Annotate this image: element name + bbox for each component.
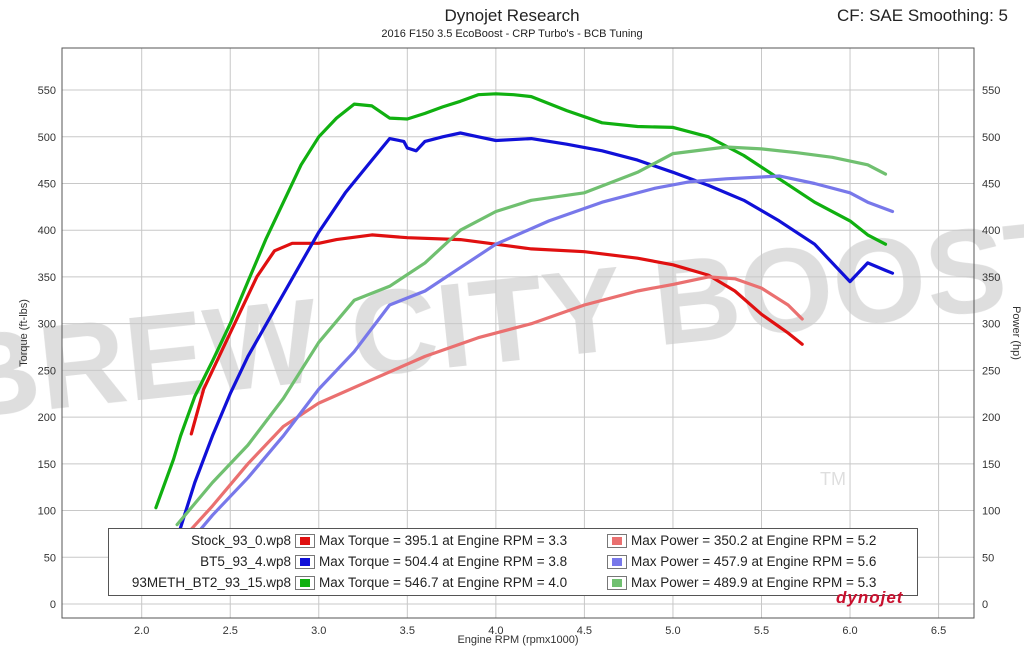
x-tick-label: 4.5: [577, 625, 592, 637]
y-right-tick-label: 200: [982, 412, 1000, 424]
legend-power-swatch: [607, 555, 627, 569]
y-left-tick-label: 250: [38, 365, 56, 377]
x-tick-label: 2.0: [134, 625, 149, 637]
y-left-tick-label: 300: [38, 319, 56, 331]
y-left-tick-label: 500: [38, 132, 56, 144]
legend-row: Stock_93_0.wp8 Max Torque = 395.1 at Engi…: [109, 531, 917, 551]
legend-run-name: 93METH_BT2_93_15.wp8: [131, 575, 291, 590]
y-right-tick-label: 400: [982, 225, 1000, 237]
y-right-tick-label: 250: [982, 365, 1000, 377]
y-left-tick-label: 400: [38, 225, 56, 237]
legend-power-swatch: [607, 576, 627, 590]
legend-power-text: Max Power = 457.9 at Engine RPM = 5.6: [631, 554, 877, 569]
y-axis-left-label: Torque (ft-lbs): [18, 299, 30, 367]
legend-run-name: Stock_93_0.wp8: [191, 533, 291, 548]
x-tick-label: 3.0: [311, 625, 326, 637]
x-tick-label: 6.5: [931, 625, 946, 637]
y-right-tick-label: 500: [982, 132, 1000, 144]
legend-row: 93METH_BT2_93_15.wp8 Max Torque = 546.7 a…: [109, 573, 917, 593]
legend-torque-text: Max Torque = 504.4 at Engine RPM = 3.8: [319, 554, 568, 569]
y-left-tick-label: 50: [44, 552, 56, 564]
y-right-tick-label: 0: [982, 599, 988, 611]
x-tick-label: 3.5: [400, 625, 415, 637]
y-left-tick-label: 550: [38, 85, 56, 97]
watermark-mark: TM: [820, 469, 846, 489]
chart-subtitle: 2016 F150 3.5 EcoBoost - CRP Turbo's - B…: [381, 28, 643, 40]
y-left-tick-label: 100: [38, 506, 56, 518]
legend: Stock_93_0.wp8 Max Torque = 395.1 at Engi…: [108, 528, 918, 596]
y-right-tick-label: 50: [982, 552, 994, 564]
x-tick-label: 2.5: [223, 625, 238, 637]
plot-frame: [61, 47, 975, 619]
legend-power-text: Max Power = 489.9 at Engine RPM = 5.3: [631, 575, 877, 590]
y-right-tick-label: 150: [982, 459, 1000, 471]
series-line-power-4: [175, 174, 895, 559]
chart-series: [154, 92, 895, 559]
y-axis-right-label: Power (hp): [1010, 306, 1022, 360]
y-left-tick-label: 0: [50, 599, 56, 611]
chart-title: Dynojet Research: [444, 6, 580, 25]
y-right-tick-label: 350: [982, 272, 1000, 284]
legend-torque-text: Max Torque = 395.1 at Engine RPM = 3.3: [319, 533, 568, 548]
series-line-power-3: [189, 275, 804, 531]
y-left-tick-label: 150: [38, 459, 56, 471]
legend-power-swatch: [607, 534, 627, 548]
x-axis-label: Engine RPM (rpmx1000): [457, 634, 578, 646]
correction-factor-label: CF: SAE Smoothing: 5: [836, 6, 1008, 25]
axis-ticks: 2.0 2.5 3.0 3.5 4.0 4.5 5.0 5.5 6.0 6.5 0 0 50 50 100 1…: [38, 85, 1001, 637]
x-tick-label: 6.0: [842, 625, 857, 637]
series-line-power-5: [175, 145, 888, 527]
x-tick-label: 5.0: [665, 625, 680, 637]
legend-row: BT5_93_4.wp8 Max Torque = 504.4 at Engine…: [109, 552, 917, 572]
x-tick-label: 4.0: [488, 625, 503, 637]
y-left-tick-label: 200: [38, 412, 56, 424]
watermark-text: BREW CITY BOOST: [0, 193, 1024, 445]
legend-torque-swatch: [295, 576, 315, 590]
dynojet-logo: dynojet: [836, 588, 904, 607]
y-right-tick-label: 300: [982, 319, 1000, 331]
y-right-tick-label: 550: [982, 85, 1000, 97]
series-line-torque-1: [175, 131, 895, 541]
legend-torque-swatch: [295, 555, 315, 569]
legend-power-text: Max Power = 350.2 at Engine RPM = 5.2: [631, 533, 877, 548]
x-tick-label: 5.5: [754, 625, 769, 637]
y-left-tick-label: 450: [38, 178, 56, 190]
y-right-tick-label: 100: [982, 506, 1000, 518]
legend-torque-swatch: [295, 534, 315, 548]
legend-run-name: BT5_93_4.wp8: [200, 554, 291, 569]
series-line-torque-0: [189, 233, 804, 436]
y-right-tick-label: 450: [982, 178, 1000, 190]
y-left-tick-label: 350: [38, 272, 56, 284]
legend-torque-text: Max Torque = 546.7 at Engine RPM = 4.0: [319, 575, 568, 590]
